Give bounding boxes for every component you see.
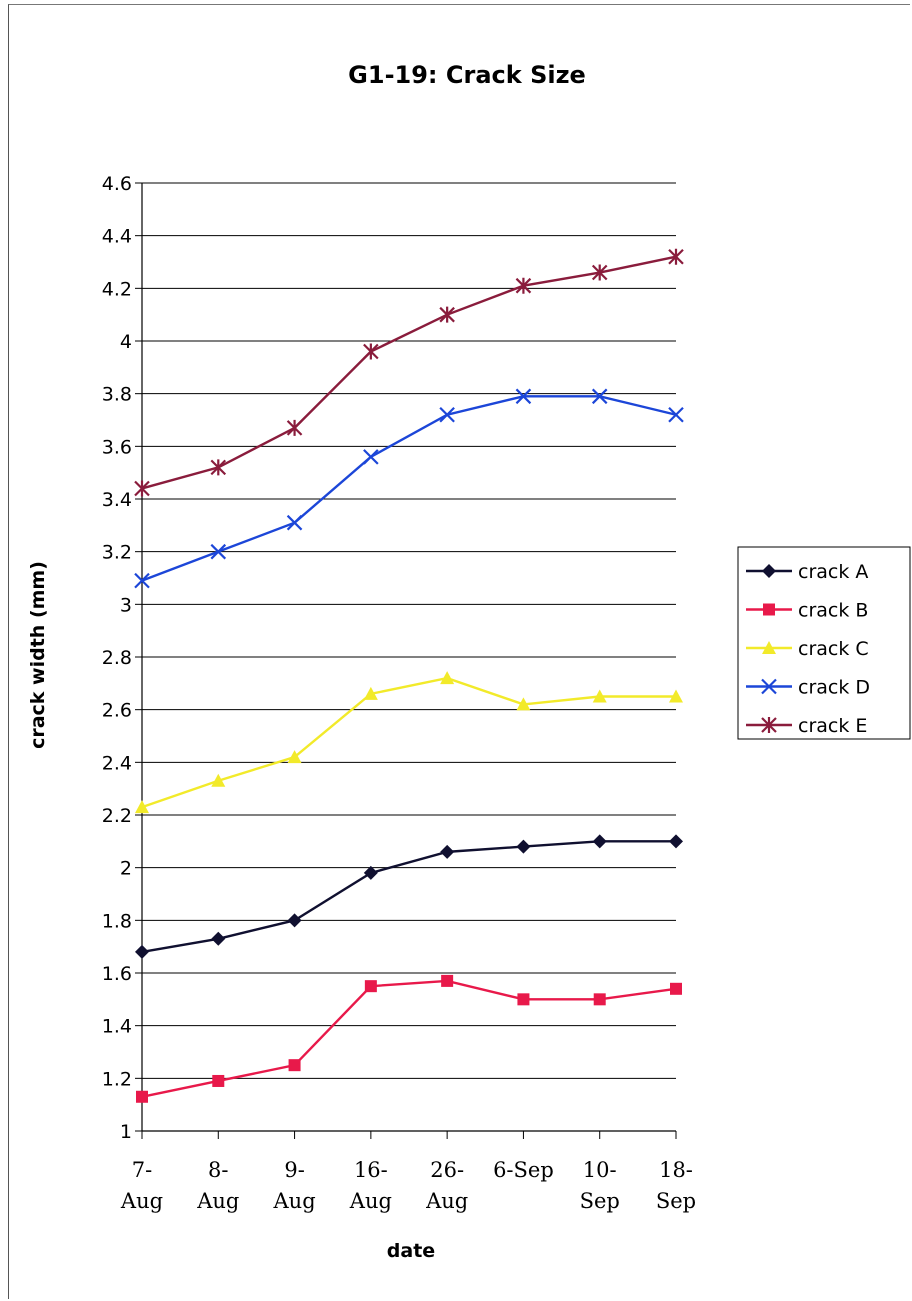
legend-label-crack-b: crack B <box>798 600 868 622</box>
data-point-crack-b <box>593 993 606 1006</box>
y-tick-label: 1.4 <box>102 1016 132 1038</box>
series-line-crack-b <box>141 979 677 1098</box>
y-tick-label: 4.4 <box>102 226 132 248</box>
data-point-crack-d <box>668 406 684 423</box>
data-point-crack-b <box>670 982 682 995</box>
x-tick-label: 10-Sep <box>580 1158 620 1213</box>
x-axis-label: date <box>387 1240 435 1262</box>
data-point-crack-d <box>210 543 227 560</box>
series-line-crack-a <box>141 840 676 954</box>
legend-marker-crack-b <box>763 603 775 616</box>
data-point-crack-c <box>669 689 683 703</box>
data-point-crack-c <box>135 800 149 814</box>
data-point-crack-e <box>363 343 379 360</box>
y-tick-label: 1.6 <box>102 963 132 985</box>
data-point-crack-b <box>441 974 454 987</box>
page-frame <box>8 4 910 1299</box>
x-tick-label: 26-Aug <box>425 1158 468 1213</box>
series-line-crack-d <box>141 395 677 582</box>
data-point-crack-c <box>211 773 226 787</box>
data-point-crack-b <box>517 993 530 1006</box>
legend-label-crack-e: crack E <box>798 715 867 737</box>
y-tick-label: 3.8 <box>102 384 132 406</box>
x-tick-label: 6-Sep <box>493 1158 554 1182</box>
legend: crack A crack B crack C crack D crack E <box>737 546 911 740</box>
legend-marker-crack-d <box>761 678 777 695</box>
legend-label-crack-a: crack A <box>798 561 868 583</box>
data-point-crack-a <box>211 931 226 946</box>
y-axis-label: crack width (mm) <box>27 561 49 749</box>
legend-label-crack-c: crack C <box>798 638 869 660</box>
y-tick-label: 3 <box>120 594 132 616</box>
x-tick-label: 9-Aug <box>273 1158 316 1213</box>
data-point-crack-c <box>440 671 455 685</box>
series-line-crack-c <box>141 676 676 809</box>
data-point-crack-a <box>516 839 531 854</box>
data-point-crack-d <box>286 514 303 531</box>
legend-box <box>737 546 911 740</box>
data-point-crack-a <box>592 834 607 849</box>
data-point-crack-b <box>364 980 377 993</box>
data-point-crack-e <box>286 419 303 436</box>
y-tick-label: 1.2 <box>102 1068 132 1090</box>
data-point-crack-e <box>439 306 455 323</box>
data-point-crack-e <box>134 480 150 497</box>
x-tick-label: 8-Aug <box>196 1158 239 1213</box>
legend-marker-crack-c <box>762 641 776 654</box>
y-tick-label: 2.6 <box>102 700 132 722</box>
gridlines <box>142 182 676 1079</box>
y-tick-label: 4 <box>120 331 132 353</box>
legend-label-crack-d: crack D <box>798 677 870 699</box>
x-tick-label: 18-Sep <box>656 1158 696 1213</box>
series-group <box>134 248 684 1103</box>
legend-marker-crack-e <box>761 717 777 733</box>
y-tick-label: 2.8 <box>102 647 132 669</box>
data-point-crack-b <box>212 1074 225 1087</box>
data-point-crack-b <box>136 1090 148 1103</box>
data-point-crack-b <box>288 1059 301 1072</box>
x-tick-label: 16-Aug <box>349 1158 392 1213</box>
y-tick-label: 4.6 <box>102 173 132 195</box>
data-point-crack-c <box>363 686 378 700</box>
y-tick-label: 2 <box>120 858 132 880</box>
data-point-crack-e <box>210 459 227 476</box>
data-point-crack-a <box>135 944 149 959</box>
data-point-crack-d <box>439 406 455 423</box>
legend-marker-crack-a <box>762 564 776 578</box>
data-point-crack-a <box>440 844 455 859</box>
y-tick-label: 1.8 <box>102 910 132 932</box>
y-tick-label: 2.4 <box>102 752 132 774</box>
data-point-crack-d <box>591 388 608 405</box>
axes: 1 1.2 1.4 1.6 1.8 2 2.2 2.4 2.6 2.8 3 3.2 3.4 3.6 3.8 4… <box>102 173 696 1213</box>
y-tick-label: 4.2 <box>102 278 132 300</box>
chart-title: G1-19: Crack Size <box>348 61 586 89</box>
data-point-crack-c <box>287 750 302 764</box>
y-tick-label: 1 <box>120 1121 132 1143</box>
data-point-crack-a <box>287 913 302 928</box>
data-point-crack-e <box>668 248 684 265</box>
series-line-crack-e <box>141 255 677 490</box>
data-point-crack-c <box>592 689 607 703</box>
y-tick-label: 3.4 <box>102 489 132 511</box>
data-point-crack-d <box>134 572 150 589</box>
y-tick-label: 3.6 <box>102 436 132 458</box>
data-point-crack-c <box>516 697 531 711</box>
x-tick-label: 7-Aug <box>120 1158 163 1213</box>
data-point-crack-a <box>669 834 683 849</box>
y-tick-label: 2.2 <box>102 805 132 827</box>
y-tick-label: 3.2 <box>102 542 132 564</box>
data-point-crack-d <box>515 388 532 405</box>
data-point-crack-e <box>591 264 608 281</box>
data-point-crack-e <box>515 277 532 294</box>
data-point-crack-a <box>363 865 378 880</box>
data-point-crack-d <box>363 449 379 465</box>
